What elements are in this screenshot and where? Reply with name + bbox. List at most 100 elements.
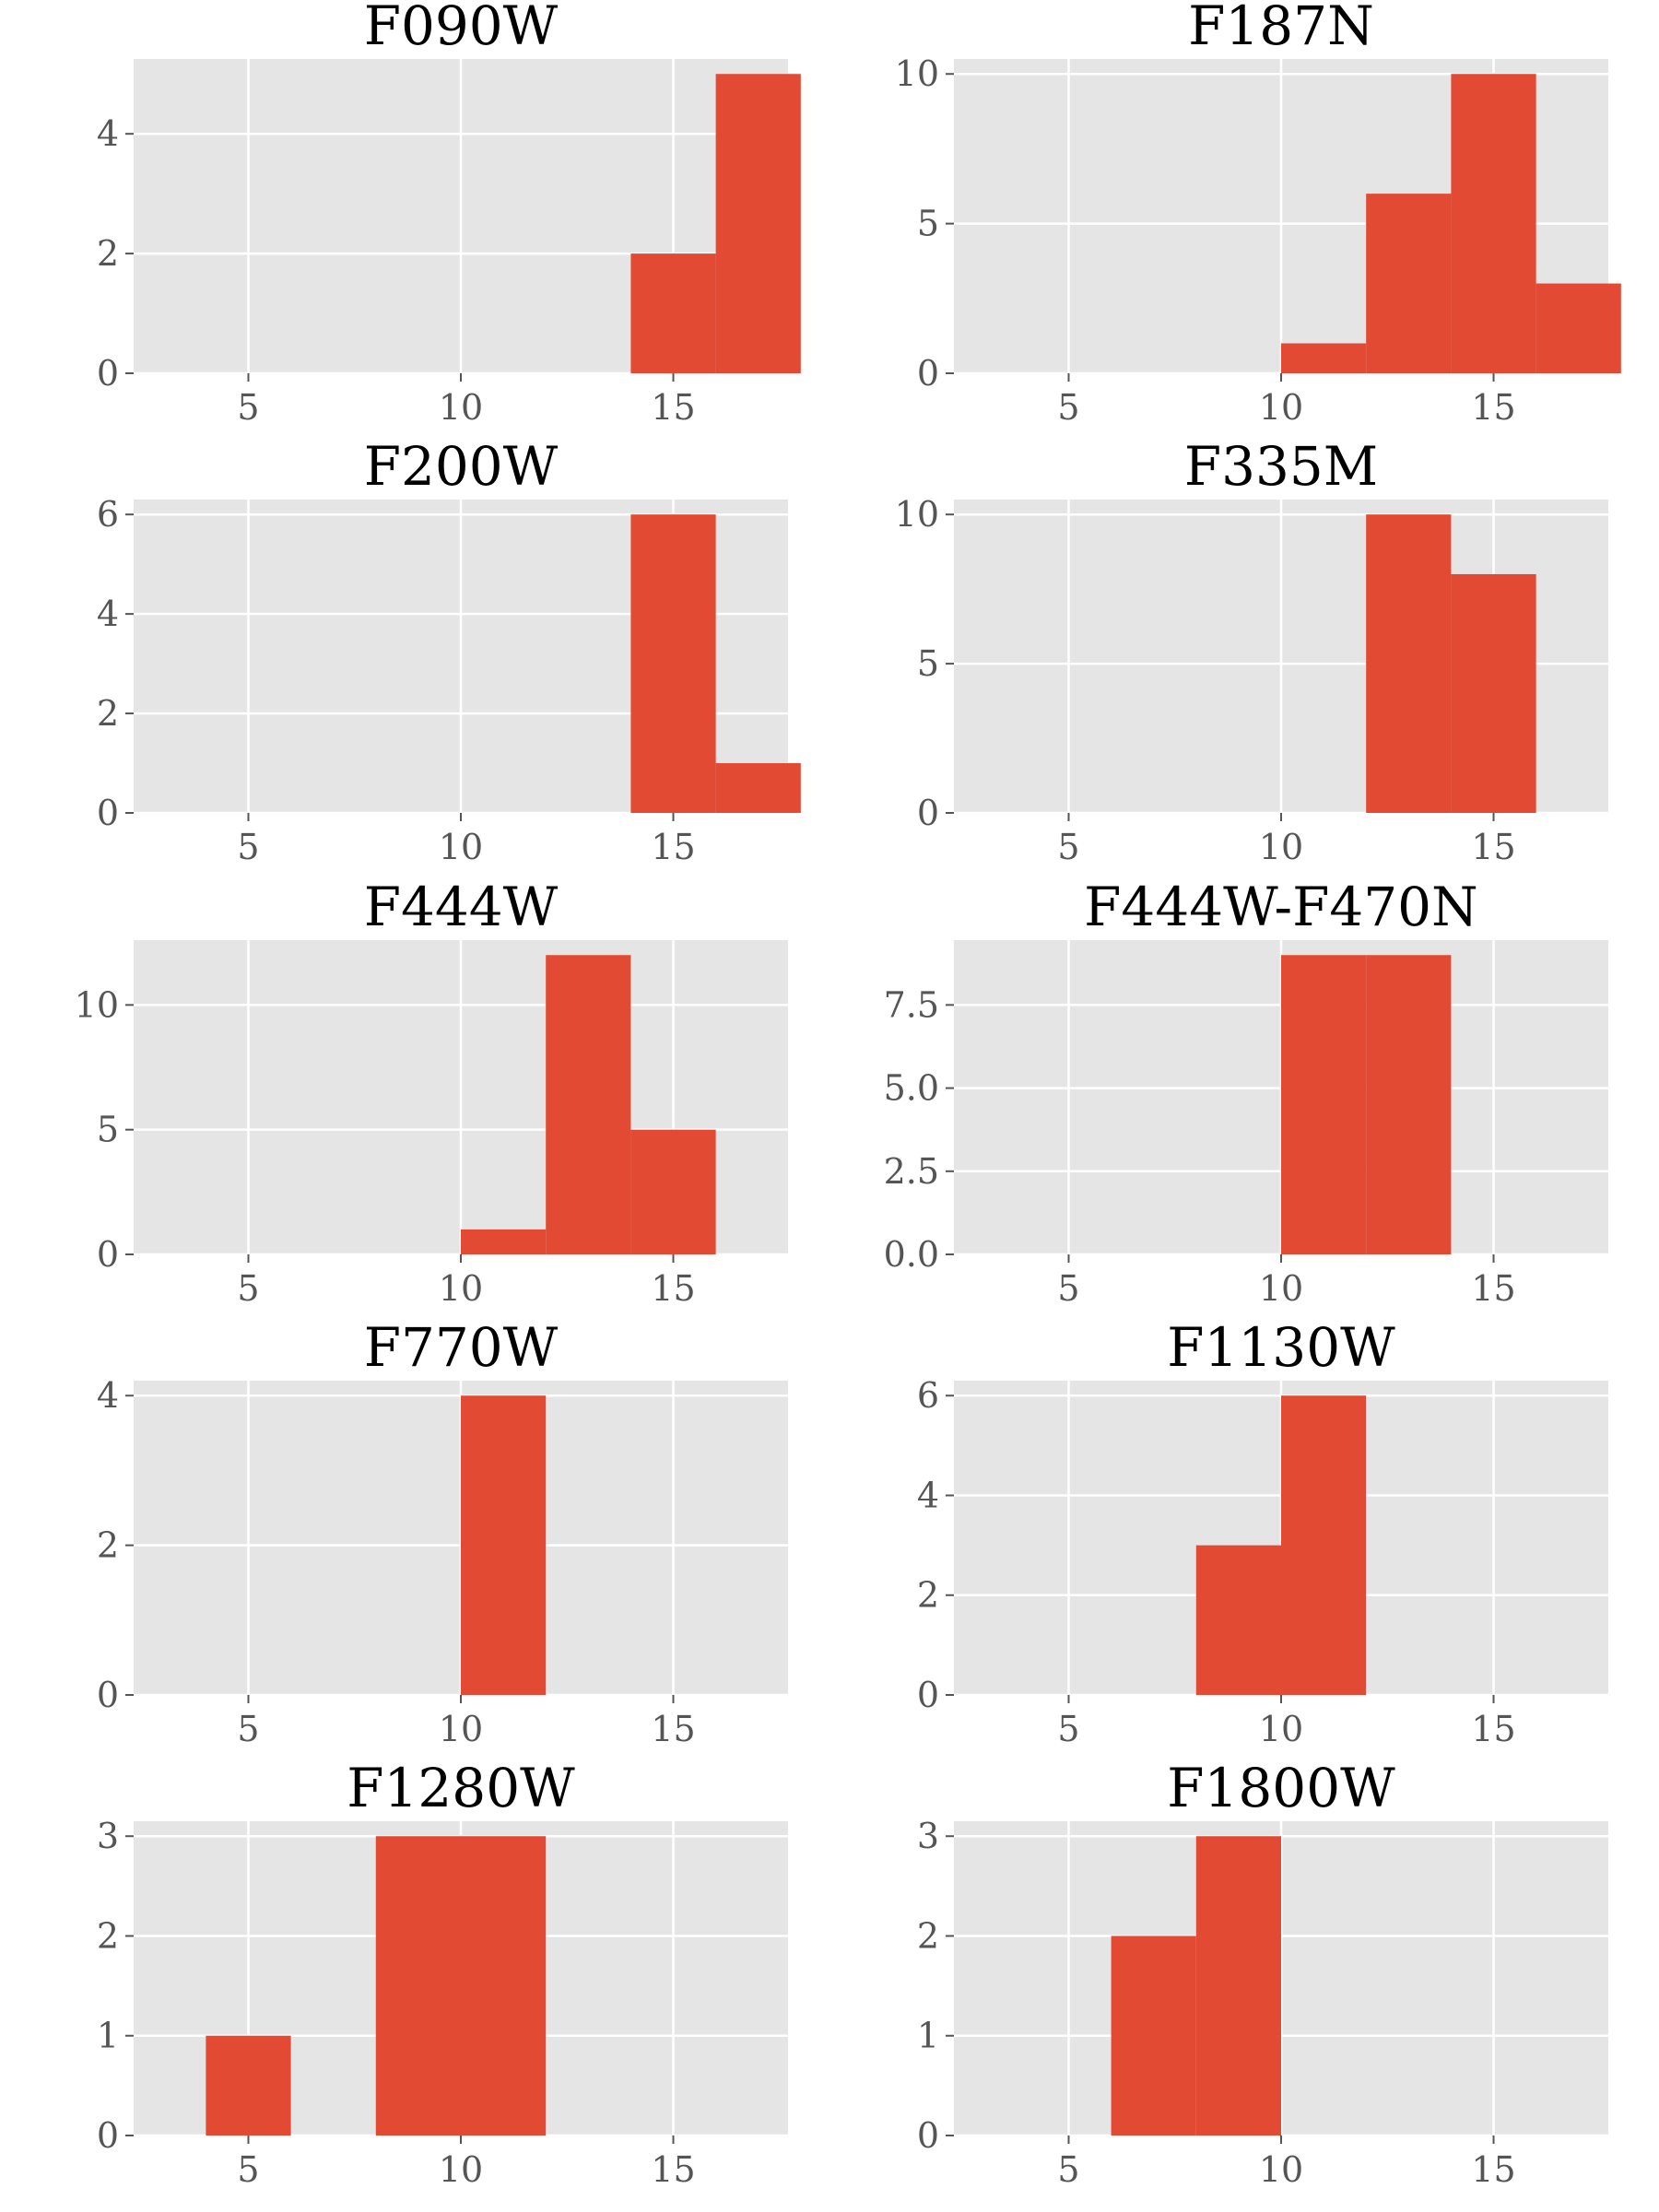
y-tick-label: 2 (97, 1525, 119, 1566)
panel-title: F770W (364, 1316, 559, 1379)
y-tick-label: 2 (97, 233, 119, 274)
histogram-bar (715, 763, 801, 813)
y-tick-label: 4 (97, 113, 119, 154)
x-tick-label: 15 (651, 2149, 695, 2190)
histogram-bar (546, 955, 631, 1254)
x-tick-label: 10 (439, 2149, 483, 2190)
x-tick-label: 10 (1259, 1268, 1303, 1309)
y-tick-label: 0 (97, 2115, 119, 2156)
panel-title: F444W-F470N (1084, 876, 1478, 938)
histogram-bar (1535, 283, 1621, 373)
x-tick-label: 10 (1259, 387, 1303, 428)
histogram-panel: 5 10 15 0 1 2 3 F1280W (97, 1757, 788, 2190)
y-tick-label: 10 (895, 494, 939, 535)
histogram-bar (715, 74, 801, 373)
y-tick-label: 0 (97, 1234, 119, 1275)
panel-title: F335M (1184, 435, 1378, 498)
x-tick-label: 5 (1057, 2149, 1079, 2190)
histogram-bar (1111, 1936, 1196, 2136)
y-tick-label: 4 (97, 1375, 119, 1416)
x-tick-label: 5 (1057, 827, 1079, 867)
y-tick-label: 10 (895, 53, 939, 94)
histogram-bar (1451, 573, 1536, 813)
histogram-bar (206, 2035, 291, 2136)
histogram-bar (375, 1836, 461, 2136)
histogram-panel: 5 10 15 0 5 10 F335M (895, 435, 1608, 867)
histogram-bar (1366, 955, 1452, 1254)
y-tick-label: 2.5 (884, 1151, 939, 1192)
histogram-bar (1451, 74, 1536, 373)
histogram-panel: 5 10 15 0 5 10 F444W (75, 876, 788, 1309)
panel-title: F200W (364, 435, 559, 498)
histogram-bar (1195, 1545, 1281, 1695)
x-tick-label: 5 (1057, 387, 1079, 428)
panel-title: F444W (364, 876, 559, 938)
y-tick-label: 0 (917, 2115, 939, 2156)
x-tick-label: 15 (1471, 2149, 1515, 2190)
x-tick-label: 5 (237, 1268, 259, 1309)
histogram-bar (630, 1129, 716, 1254)
y-tick-label: 5 (917, 204, 939, 244)
y-tick-label: 6 (97, 494, 119, 535)
y-tick-label: 1 (917, 2016, 939, 2056)
x-tick-label: 15 (651, 387, 695, 428)
y-tick-label: 0.0 (884, 1234, 939, 1275)
panel-title: F090W (364, 0, 559, 57)
y-tick-label: 10 (75, 984, 119, 1025)
histogram-bar (1281, 1395, 1367, 1695)
x-tick-label: 15 (1471, 387, 1515, 428)
x-tick-label: 15 (1471, 1709, 1515, 1749)
y-tick-label: 5.0 (884, 1068, 939, 1109)
histogram-panel: 5 10 15 0 2 4 F770W (97, 1316, 788, 1749)
x-tick-label: 15 (1471, 827, 1515, 867)
y-tick-label: 6 (917, 1375, 939, 1416)
x-tick-label: 10 (439, 827, 483, 867)
histogram-bar (1366, 514, 1452, 813)
y-tick-label: 2 (917, 1575, 939, 1616)
x-tick-label: 10 (1259, 1709, 1303, 1749)
histogram-bar (461, 1395, 547, 1695)
y-tick-label: 1 (97, 2016, 119, 2056)
x-tick-label: 10 (1259, 827, 1303, 867)
histogram-bar (1281, 955, 1367, 1254)
histogram-bar (1281, 343, 1367, 373)
y-tick-label: 3 (97, 1816, 119, 1856)
y-tick-label: 3 (917, 1816, 939, 1856)
x-tick-label: 15 (1471, 1268, 1515, 1309)
x-tick-label: 5 (1057, 1709, 1079, 1749)
histogram-panel: 5 10 15 0 1 2 3 F1800W (917, 1757, 1608, 2190)
x-tick-label: 15 (651, 1268, 695, 1309)
x-tick-label: 10 (1259, 2149, 1303, 2190)
histogram-bar (630, 514, 716, 813)
y-tick-label: 7.5 (884, 984, 939, 1025)
x-tick-label: 10 (439, 1709, 483, 1749)
histogram-panel: 5 10 15 0 2 4 6 F1130W (917, 1316, 1608, 1749)
x-tick-label: 5 (237, 827, 259, 867)
histogram-panel: 5 10 15 0 2 4 6 F200W (97, 435, 801, 867)
x-tick-label: 15 (651, 827, 695, 867)
y-tick-label: 4 (917, 1475, 939, 1515)
panel-title: F187N (1188, 0, 1374, 57)
panel-title: F1130W (1167, 1316, 1395, 1379)
panel-title: F1280W (347, 1757, 575, 1819)
x-tick-label: 5 (1057, 1268, 1079, 1309)
histogram-bar (461, 1836, 547, 2136)
y-tick-label: 4 (97, 594, 119, 634)
histogram-panel: 5 10 15 0 5 10 F187N (895, 0, 1621, 428)
y-tick-label: 2 (917, 1915, 939, 1956)
x-tick-label: 10 (439, 1268, 483, 1309)
panel-title: F1800W (1167, 1757, 1395, 1819)
y-tick-label: 0 (917, 1675, 939, 1715)
y-tick-label: 2 (97, 1915, 119, 1956)
histogram-bar (1195, 1836, 1281, 2136)
x-tick-label: 5 (237, 1709, 259, 1749)
histogram-panel: 5 10 15 0.0 2.5 5.0 7.5 F444W-F470N (884, 876, 1608, 1309)
histogram-panel: 5 10 15 0 2 4 F090W (97, 0, 801, 428)
y-tick-label: 2 (97, 693, 119, 734)
y-tick-label: 0 (917, 353, 939, 394)
y-tick-label: 5 (97, 1110, 119, 1150)
x-tick-label: 15 (651, 1709, 695, 1749)
y-tick-label: 0 (97, 1675, 119, 1715)
histogram-bar (630, 253, 716, 373)
